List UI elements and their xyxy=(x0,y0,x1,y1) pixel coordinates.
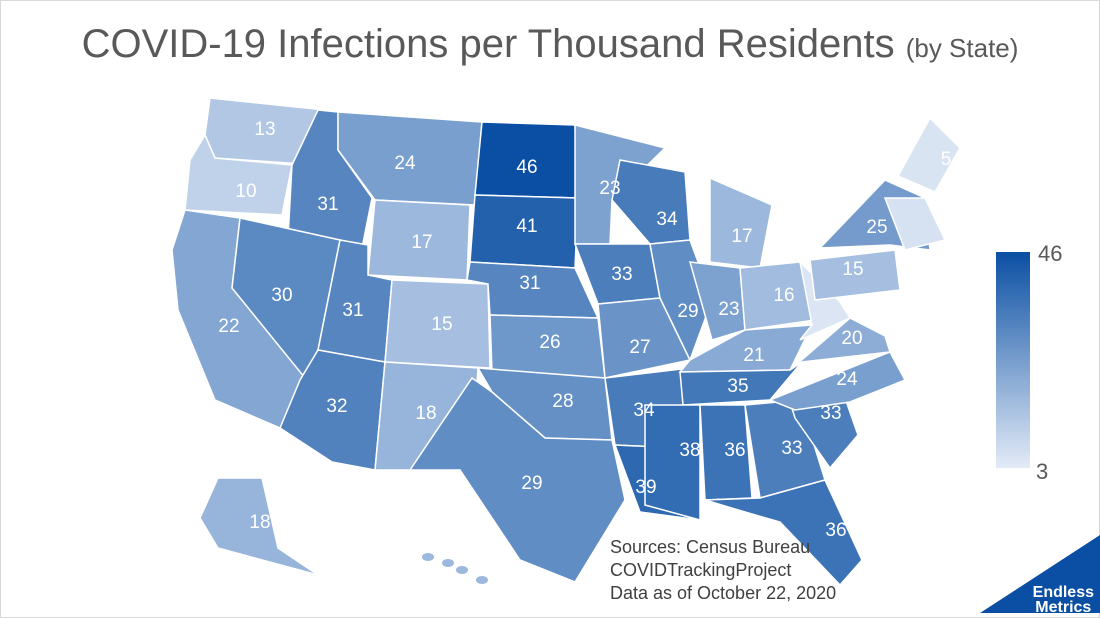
sources-note: Sources: Census Bureau COVIDTrackingProj… xyxy=(610,536,836,605)
legend-max-label: 46 xyxy=(1038,241,1063,266)
state-tx xyxy=(408,376,626,583)
state-value-il: 29 xyxy=(677,301,698,322)
state-ky xyxy=(678,324,814,373)
state-value-id: 31 xyxy=(317,194,338,215)
state-value-pa: 15 xyxy=(842,259,863,280)
title-main: COVID-19 Infections per Thousand Residen… xyxy=(81,22,895,66)
state-value-sd: 41 xyxy=(516,216,537,237)
state-value-ga: 33 xyxy=(781,438,802,459)
state-value-me: 5 xyxy=(941,149,952,170)
state-value-labels: 13 10 22 31 30 24 17 31 15 32 18 46 41 31 26 28 29 23 33 27… xyxy=(218,119,951,541)
state-value-mo: 27 xyxy=(629,337,650,358)
state-wi xyxy=(611,159,691,245)
state-va xyxy=(789,317,891,371)
state-value-ms: 38 xyxy=(679,440,700,461)
legend-color-scale xyxy=(996,252,1030,468)
state-ms xyxy=(644,404,701,521)
state-value-ar: 34 xyxy=(633,400,655,421)
logo-triangle xyxy=(980,535,1100,613)
state-or xyxy=(184,133,293,216)
state-value-mn: 23 xyxy=(599,178,620,199)
title-subtitle: (by State) xyxy=(905,33,1019,63)
state-value-fl: 36 xyxy=(825,520,846,541)
state-value-nc: 24 xyxy=(836,369,858,390)
state-value-ny: 25 xyxy=(866,217,887,238)
logo-text-line-2: Metrics xyxy=(1035,599,1092,616)
legend-min-label: 3 xyxy=(1036,459,1049,484)
state-value-mi: 17 xyxy=(731,226,752,247)
state-value-nd: 46 xyxy=(516,157,537,178)
state-value-az: 32 xyxy=(326,396,347,417)
state-hi-island xyxy=(422,553,434,561)
state-value-ca: 22 xyxy=(218,316,239,337)
state-value-in: 23 xyxy=(718,299,739,320)
state-value-al: 36 xyxy=(724,440,745,461)
state-value-tx: 29 xyxy=(521,473,542,494)
state-value-ak: 18 xyxy=(249,512,270,533)
sources-line-2: COVIDTrackingProject xyxy=(610,560,792,580)
state-me xyxy=(896,116,961,193)
state-value-sc: 33 xyxy=(820,403,841,424)
state-value-ky: 21 xyxy=(743,345,764,366)
state-value-wa: 13 xyxy=(254,119,275,140)
state-co xyxy=(384,279,491,369)
state-value-ks: 26 xyxy=(539,332,560,353)
endless-metrics-logo: Endless Metrics xyxy=(980,535,1100,618)
state-value-ne: 31 xyxy=(519,273,540,294)
state-value-mt: 24 xyxy=(394,153,416,174)
state-tn xyxy=(679,361,803,406)
state-value-co: 15 xyxy=(431,314,452,335)
state-value-wi: 34 xyxy=(656,209,678,230)
state-hi-island xyxy=(442,559,454,567)
state-value-nv: 30 xyxy=(271,285,292,306)
state-value-ok: 28 xyxy=(552,391,573,412)
state-value-tn: 35 xyxy=(727,376,748,397)
state-fl xyxy=(704,479,863,587)
state-value-ut: 31 xyxy=(342,300,363,321)
state-ak xyxy=(199,477,319,576)
state-hi-island xyxy=(456,566,468,574)
state-value-or: 10 xyxy=(235,181,256,202)
state-ne_small xyxy=(883,197,947,251)
state-mi xyxy=(709,176,773,269)
state-wa xyxy=(204,97,326,166)
state-nc xyxy=(767,351,907,411)
logo-text: Endless Metrics xyxy=(1032,584,1094,616)
state-value-wy: 17 xyxy=(411,232,432,253)
logo-text-line-1: Endless xyxy=(1032,584,1094,601)
state-value-va: 20 xyxy=(841,328,862,349)
sources-line-3: Data as of October 22, 2020 xyxy=(610,583,837,603)
state-value-la: 39 xyxy=(635,477,656,498)
state-value-nm: 18 xyxy=(415,403,436,424)
state-value-oh: 16 xyxy=(773,285,794,306)
sources-line-1: Sources: Census Bureau xyxy=(610,537,811,557)
state-value-ia: 33 xyxy=(611,264,632,285)
state-hi-island xyxy=(476,576,488,584)
map-title: COVID-19 Infections per Thousand Residen… xyxy=(0,22,1100,67)
state-pa xyxy=(809,249,901,301)
state-shapes xyxy=(171,97,961,587)
